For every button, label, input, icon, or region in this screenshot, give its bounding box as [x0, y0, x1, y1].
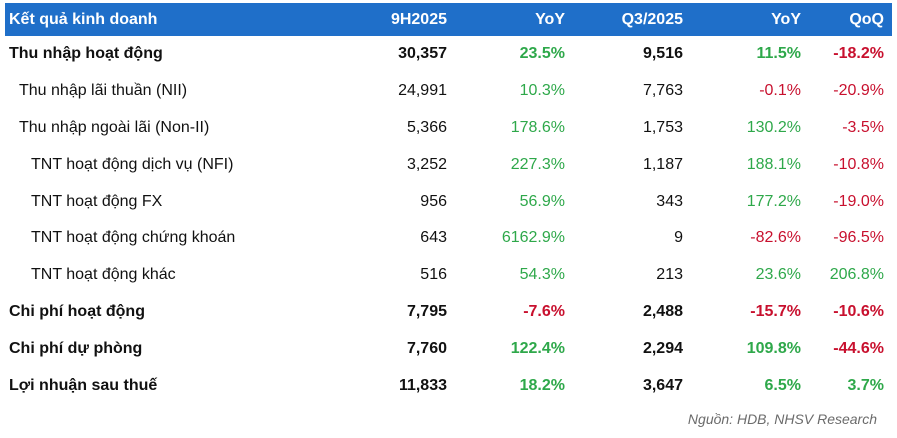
cell-yoy-9h: 56.9%	[519, 192, 565, 210]
cell-q3-2025: 343	[656, 192, 683, 210]
cell-9h2025: 516	[420, 266, 447, 284]
cell-yoy-q3: -15.7%	[750, 302, 801, 320]
header-yoy-q3: YoY	[771, 10, 801, 28]
row-label: Chi phí dự phòng	[9, 339, 143, 357]
header-yoy-9h: YoY	[535, 10, 565, 28]
table-body: Thu nhập hoạt động 30,357 23.5% 9,516 11.5% -…	[5, 36, 892, 404]
cell-yoy-q3: 11.5%	[756, 45, 801, 63]
cell-9h2025: 24,991	[398, 82, 447, 100]
cell-9h2025: 11,833	[398, 376, 447, 394]
cell-yoy-q3: 109.8%	[746, 339, 801, 357]
header-qoq: QoQ	[849, 10, 884, 28]
table-row: TNT hoạt động FX 956 56.9% 343 177.2% -19.0%	[5, 183, 892, 220]
source-note: Nguồn: HDB, NHSV Research	[687, 411, 877, 427]
cell-yoy-9h: 122.4%	[510, 339, 565, 357]
cell-9h2025: 3,252	[406, 155, 447, 173]
cell-yoy-9h: 54.3%	[519, 266, 565, 284]
cell-yoy-9h: 178.6%	[510, 118, 565, 136]
cell-9h2025: 30,357	[398, 45, 447, 63]
cell-q3-2025: 9,516	[642, 45, 683, 63]
table-row: Thu nhập hoạt động 30,357 23.5% 9,516 11.5% -…	[5, 36, 892, 73]
row-label: Chi phí hoạt động	[9, 302, 145, 320]
cell-q3-2025: 2,488	[642, 302, 683, 320]
row-label: TNT hoạt động dịch vụ (NFI)	[31, 155, 234, 173]
cell-q3-2025: 1,753	[642, 118, 683, 136]
row-label: Thu nhập ngoài lãi (Non-II)	[19, 118, 210, 136]
cell-yoy-q3: -82.6%	[750, 229, 801, 247]
cell-9h2025: 7,760	[406, 339, 447, 357]
cell-qoq: -18.2%	[833, 45, 884, 63]
table-row: Chi phí dự phòng 7,760 122.4% 2,294 109.8% -4…	[5, 330, 892, 367]
cell-yoy-9h: 6162.9%	[501, 229, 565, 247]
cell-yoy-9h: 10.3%	[519, 82, 565, 100]
cell-q3-2025: 1,187	[642, 155, 683, 173]
row-label: Thu nhập lãi thuần (NII)	[19, 82, 188, 100]
header-q3-2025: Q3/2025	[621, 10, 683, 28]
table-row: Thu nhập lãi thuần (NII) 24,991 10.3% 7,763…	[5, 73, 892, 110]
table-header: Kết quả kinh doanh 9H2025 YoY Q3/2025 Yo…	[5, 3, 892, 36]
cell-q3-2025: 7,763	[642, 82, 683, 100]
cell-qoq: -20.9%	[833, 82, 884, 100]
cell-yoy-q3: 23.6%	[755, 266, 801, 284]
cell-qoq: -10.6%	[833, 302, 884, 320]
table-row: TNT hoạt động dịch vụ (NFI) 3,252 227.3% 1,…	[5, 146, 892, 183]
cell-yoy-9h: 227.3%	[510, 155, 565, 173]
cell-q3-2025: 213	[656, 266, 683, 284]
header-label: Kết quả kinh doanh	[9, 10, 158, 28]
business-results-table: Kết quả kinh doanh 9H2025 YoY Q3/2025 Yo…	[5, 3, 892, 404]
cell-qoq: -19.0%	[833, 192, 884, 210]
cell-qoq: 206.8%	[829, 266, 884, 284]
cell-9h2025: 643	[420, 229, 447, 247]
cell-9h2025: 7,795	[406, 302, 447, 320]
header-row: Kết quả kinh doanh 9H2025 YoY Q3/2025 Yo…	[5, 3, 892, 36]
cell-9h2025: 5,366	[406, 118, 447, 136]
cell-qoq: -96.5%	[833, 229, 884, 247]
cell-qoq: 3.7%	[847, 376, 884, 394]
cell-yoy-9h: 23.5%	[519, 45, 565, 63]
header-9h2025: 9H2025	[390, 10, 447, 28]
cell-yoy-q3: -0.1%	[759, 82, 801, 100]
cell-yoy-q3: 130.2%	[746, 118, 801, 136]
cell-9h2025: 956	[420, 192, 447, 210]
cell-qoq: -10.8%	[833, 155, 884, 173]
business-results-table-container: Kết quả kinh doanh 9H2025 YoY Q3/2025 Yo…	[5, 3, 892, 404]
table-row: Thu nhập ngoài lãi (Non-II) 5,366 178.6% 1,…	[5, 110, 892, 147]
cell-yoy-q3: 6.5%	[764, 376, 801, 394]
table-row: TNT hoạt động khác 516 54.3% 213 23.6% 206.8%	[5, 257, 892, 294]
cell-qoq: -3.5%	[842, 118, 884, 136]
cell-q3-2025: 3,647	[642, 376, 683, 394]
row-label: TNT hoạt động FX	[31, 192, 163, 210]
table-row: Chi phí hoạt động 7,795 -7.6% 2,488 -15.7% -1…	[5, 294, 892, 331]
table-row: TNT hoạt động chứng khoán 643 6162.9% 9 -82.…	[5, 220, 892, 257]
row-label: Thu nhập hoạt động	[9, 45, 163, 63]
cell-yoy-q3: 177.2%	[746, 192, 801, 210]
cell-q3-2025: 9	[674, 229, 683, 247]
cell-yoy-9h: 18.2%	[519, 376, 565, 394]
cell-yoy-9h: -7.6%	[523, 302, 565, 320]
row-label: Lợi nhuận sau thuế	[9, 376, 158, 394]
cell-q3-2025: 2,294	[642, 339, 683, 357]
cell-qoq: -44.6%	[833, 339, 884, 357]
row-label: TNT hoạt động chứng khoán	[31, 229, 236, 247]
cell-yoy-q3: 188.1%	[746, 155, 801, 173]
row-label: TNT hoạt động khác	[31, 266, 176, 284]
table-row: Lợi nhuận sau thuế 11,833 18.2% 3,647 6.5% 3.…	[5, 367, 892, 404]
